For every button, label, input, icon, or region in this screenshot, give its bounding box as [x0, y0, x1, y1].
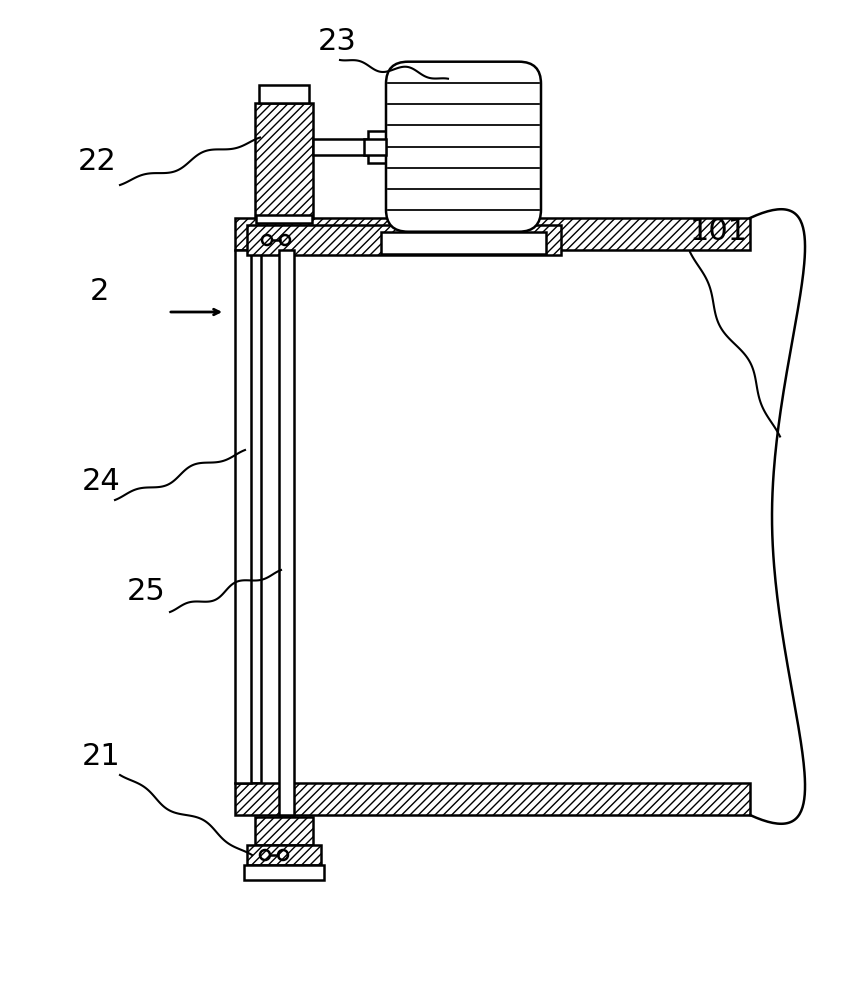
FancyBboxPatch shape	[386, 62, 541, 232]
Bar	[244, 865, 324, 880]
Bar	[235, 218, 750, 250]
Text: 23: 23	[318, 27, 357, 56]
Bar	[368, 131, 386, 163]
Text: 21: 21	[82, 742, 121, 771]
Bar	[279, 250, 294, 815]
Bar	[259, 85, 309, 103]
Bar	[364, 139, 386, 155]
Text: 25: 25	[127, 577, 166, 606]
Text: 24: 24	[82, 467, 121, 496]
Bar	[247, 250, 261, 783]
Bar	[247, 845, 321, 865]
Bar	[255, 103, 313, 218]
Text: 101: 101	[690, 217, 748, 246]
Bar	[247, 225, 561, 255]
Bar	[256, 215, 312, 223]
Bar	[255, 817, 313, 845]
Bar	[313, 139, 368, 155]
Bar	[235, 783, 750, 815]
Bar	[235, 250, 251, 783]
Text: 2: 2	[90, 277, 109, 306]
Text: 22: 22	[78, 147, 117, 176]
Bar	[381, 232, 546, 254]
